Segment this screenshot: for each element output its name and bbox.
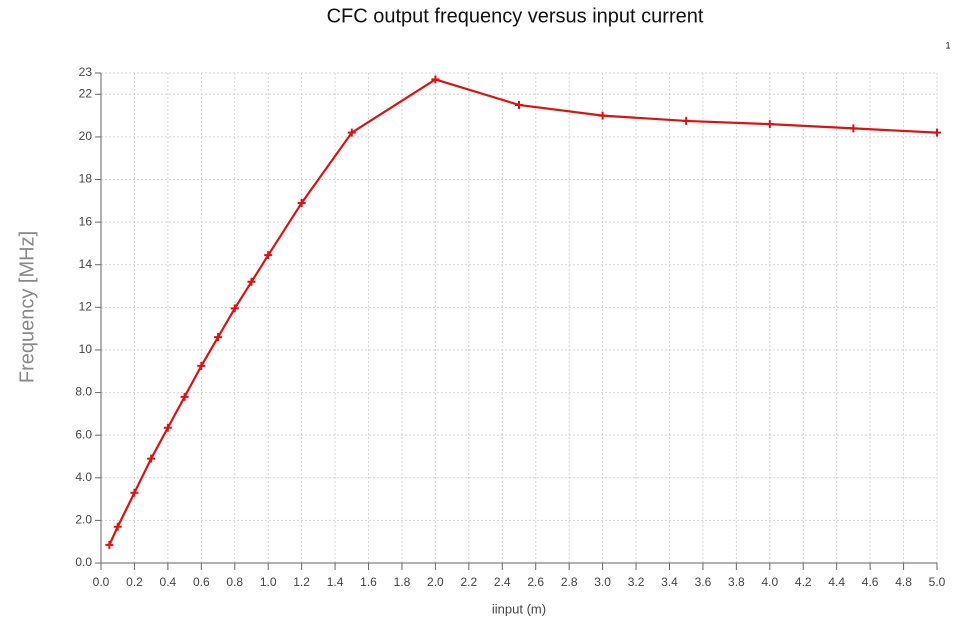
- annotation: 1: [945, 40, 950, 50]
- x-tick-label: 1.6: [360, 575, 377, 589]
- y-tick-label: 10: [79, 342, 93, 356]
- y-axis-label: Frequency [MHz]: [16, 231, 38, 383]
- x-tick-label: 5.0: [929, 575, 946, 589]
- x-tick-label: 3.8: [728, 575, 745, 589]
- data-marker: [230, 304, 239, 313]
- x-tick-label: 2.8: [561, 575, 578, 589]
- data-marker: [197, 361, 206, 370]
- x-tick-label: 1.4: [327, 575, 344, 589]
- y-tick-label: 6.0: [75, 427, 92, 441]
- x-tick-label: 3.4: [661, 575, 678, 589]
- data-marker: [105, 540, 114, 549]
- y-tick-label: 2.0: [75, 513, 92, 527]
- data-marker: [264, 251, 273, 260]
- x-tick-label: 2.4: [494, 575, 511, 589]
- data-marker: [933, 128, 941, 137]
- x-tick-label: 1.8: [394, 575, 411, 589]
- x-tick-label: 0.0: [93, 575, 110, 589]
- x-tick-label: 4.6: [862, 575, 879, 589]
- x-tick-label: 2.0: [427, 575, 444, 589]
- x-tick-label: 3.2: [628, 575, 645, 589]
- data-line: [108, 78, 938, 546]
- x-tick-label: 1.2: [293, 575, 310, 589]
- x-tick-label: 2.2: [460, 575, 477, 589]
- y-tick-label: 0.0: [75, 555, 92, 569]
- data-marker: [147, 454, 156, 463]
- data-marker: [598, 111, 607, 120]
- data-marker: [247, 277, 256, 286]
- data-marker: [130, 488, 139, 497]
- x-tick-label: 4.4: [828, 575, 845, 589]
- data-marker: [515, 100, 523, 109]
- data-marker: [180, 392, 189, 401]
- x-tick-label: 1.0: [260, 575, 277, 589]
- y-tick-label: 16: [79, 214, 93, 228]
- y-tick-label: 20: [79, 129, 93, 143]
- y-tick-label: 12: [79, 300, 93, 314]
- y-tick-label: 23: [79, 65, 93, 79]
- x-tick-label: 4.8: [895, 575, 912, 589]
- x-tick-label: 4.0: [761, 575, 778, 589]
- y-tick-label: 18: [79, 172, 93, 186]
- y-tick-label: 4.0: [75, 470, 92, 484]
- y-tick-label: 22: [79, 86, 93, 100]
- y-tick-label: 14: [79, 257, 93, 271]
- y-tick-label: 8.0: [75, 385, 92, 399]
- x-tick-label: 0.8: [226, 575, 243, 589]
- x-tick-label: 0.4: [160, 575, 177, 589]
- data-marker: [849, 124, 858, 133]
- data-marker: [163, 423, 172, 432]
- x-tick-label: 3.6: [695, 575, 712, 589]
- data-marker: [765, 120, 774, 129]
- x-tick-label: 0.6: [193, 575, 210, 589]
- data-marker: [297, 198, 306, 207]
- x-tick-label: 2.6: [527, 575, 544, 589]
- data-marker: [682, 116, 691, 125]
- data-marker: [113, 522, 122, 531]
- data-marker: [431, 75, 440, 84]
- x-axis-label: iinput (m): [492, 601, 546, 616]
- data-marker: [347, 128, 356, 137]
- x-tick-label: 4.2: [795, 575, 812, 589]
- chart-title: CFC output frequency versus input curren…: [327, 5, 704, 27]
- x-tick-label: 3.0: [594, 575, 611, 589]
- data-marker: [214, 333, 223, 342]
- x-tick-label: 0.2: [126, 575, 143, 589]
